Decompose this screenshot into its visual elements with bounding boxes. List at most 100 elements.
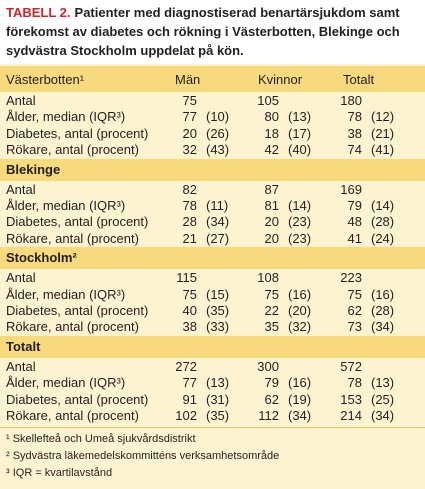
cell-iqr: (16) [288, 286, 312, 302]
row-label: Rökare, antal (procent) [6, 142, 139, 158]
cell-value: 73 [347, 319, 362, 335]
cell-value: 75 [347, 286, 362, 302]
title-block: TABELL 2. Patienter med diagnostiserad be… [0, 0, 425, 64]
header-band [0, 66, 425, 92]
cell-value: 20 [264, 230, 279, 246]
cell-value: 105 [257, 93, 279, 108]
cell-iqr: (34) [371, 319, 395, 335]
cell-value: 300 [257, 358, 279, 374]
cell-iqr: (13) [206, 375, 230, 391]
cell-iqr: (20) [288, 303, 312, 318]
cell-value: 75 [264, 286, 279, 302]
cell-iqr: (24) [371, 230, 395, 246]
cell-value: 75 [182, 286, 197, 302]
cell-value: 41 [347, 230, 362, 246]
cell-value: 180 [340, 93, 362, 108]
cell-value: 87 [264, 181, 279, 197]
section-title: Blekinge [6, 161, 61, 177]
cell-iqr: (12) [371, 109, 395, 125]
cell-value: 115 [176, 270, 197, 286]
cell-value: 214 [340, 408, 362, 423]
cell-iqr: (16) [288, 375, 312, 391]
cell-value: 80 [264, 109, 279, 125]
cell-value: 102 [175, 408, 197, 423]
cell-iqr: (16) [371, 286, 395, 302]
row-label: Diabetes, antal (procent) [6, 125, 149, 141]
cell-iqr: (21) [371, 125, 395, 141]
cell-value: 22 [264, 303, 279, 318]
cell-value: 78 [182, 198, 197, 213]
title-text: Patienter med diagnostiserad benartärsju… [6, 5, 400, 58]
cell-value: 48 [347, 214, 362, 230]
cell-iqr: (19) [288, 391, 312, 407]
row-label: Diabetes, antal (procent) [6, 391, 149, 407]
cell-value: 21 [182, 230, 197, 246]
row-label: Diabetes, antal (procent) [6, 214, 149, 230]
cell-iqr: (43) [206, 142, 230, 158]
cell-iqr: (35) [206, 303, 230, 318]
column-header: Totalt [343, 72, 375, 87]
cell-value: 82 [182, 181, 197, 197]
cell-value: 112 [258, 408, 279, 423]
cell-value: 78 [347, 109, 362, 125]
cell-value: 38 [347, 125, 362, 141]
row-label: Antal [6, 93, 36, 108]
cell-iqr: (27) [206, 230, 230, 246]
cell-value: 32 [182, 142, 197, 158]
column-header: Kvinnor [258, 72, 303, 87]
cell-value: 272 [175, 358, 197, 374]
cell-iqr: (35) [206, 408, 230, 423]
cell-value: 572 [340, 358, 362, 374]
cell-value: 223 [340, 270, 362, 286]
section-band [0, 158, 425, 181]
cell-value: 38 [182, 319, 197, 335]
row-label: Ålder, median (IQR³) [6, 109, 126, 125]
cell-value: 108 [257, 270, 279, 286]
cell-iqr: (33) [206, 319, 230, 335]
cell-value: 77 [182, 375, 197, 391]
section-title: Stockholm² [6, 250, 77, 266]
cell-iqr: (17) [288, 125, 312, 141]
row-label: Rökare, antal (procent) [6, 230, 139, 246]
row-label: Ålder, median (IQR³) [6, 286, 126, 302]
cell-iqr: (23) [288, 230, 312, 246]
title: TABELL 2. Patienter med diagnostiserad be… [0, 0, 425, 60]
row-label: Antal [6, 270, 36, 286]
row-label: Ålder, median (IQR³) [6, 375, 126, 391]
cell-iqr: (40) [288, 142, 312, 158]
cell-value: 75 [182, 93, 197, 108]
cell-iqr: (25) [371, 391, 395, 407]
cell-value: 35 [264, 319, 279, 335]
cell-iqr: (26) [206, 125, 230, 141]
row-label: Rökare, antal (procent) [6, 408, 139, 423]
cell-value: 169 [340, 181, 362, 197]
row-label: Diabetes, antal (procent) [6, 303, 149, 318]
row-label: Antal [6, 181, 36, 197]
separator [0, 427, 425, 429]
cell-iqr: (13) [371, 375, 395, 391]
cell-iqr: (34) [206, 214, 230, 230]
cell-value: 42 [264, 142, 279, 158]
cell-value: 62 [347, 303, 362, 318]
cell-iqr: (13) [288, 109, 312, 125]
cell-value: 62 [264, 391, 279, 407]
section-title: Totalt [6, 338, 41, 354]
row-label: Ålder, median (IQR³) [6, 198, 126, 213]
cell-iqr: (34) [371, 408, 395, 423]
section-band [0, 335, 425, 358]
row-label: Rökare, antal (procent) [6, 319, 139, 335]
row-label: Antal [6, 358, 36, 374]
cell-value: 79 [264, 375, 279, 391]
cell-value: 79 [347, 198, 362, 213]
cell-value: 78 [347, 375, 362, 391]
cell-value: 153 [340, 391, 362, 407]
cell-iqr: (15) [206, 286, 230, 302]
footnote: ² Sydvästra läkemedelskommitténs verksam… [6, 450, 280, 463]
cell-value: 91 [182, 391, 197, 407]
cell-value: 40 [182, 303, 197, 318]
cell-value: 28 [182, 214, 197, 230]
cell-value: 74 [347, 142, 362, 158]
cell-iqr: (28) [371, 303, 395, 318]
cell-value: 20 [182, 125, 197, 141]
